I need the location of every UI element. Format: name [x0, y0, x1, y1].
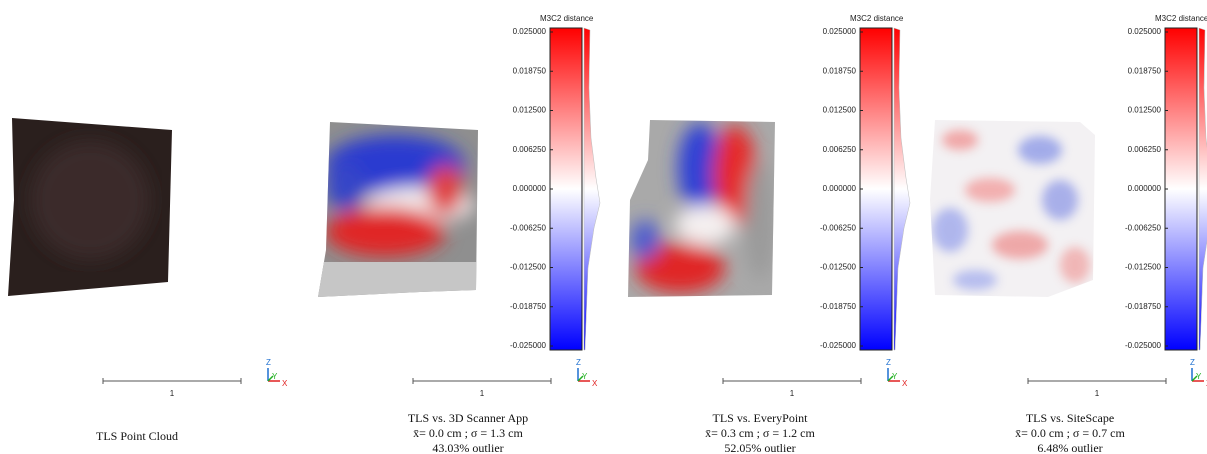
scale-bar-label: 1 [480, 389, 485, 398]
colorbar-tick-label: 0.012500 [1128, 106, 1162, 115]
gizmo-y [267, 375, 274, 382]
gizmo-y [887, 375, 894, 382]
colorbar-tick-label: -0.012500 [1125, 263, 1162, 272]
colorbar-tick-label: -0.012500 [820, 263, 857, 272]
histogram [583, 27, 601, 351]
histogram [893, 27, 911, 351]
gizmo-x-label: X [282, 379, 288, 388]
colorbar-tick-label: -0.025000 [820, 341, 857, 350]
distance-map-image [930, 120, 1095, 297]
gizmo-y-label: Y [892, 372, 898, 381]
colorbar-tick-label: 0.018750 [513, 66, 547, 75]
gizmo-y-label: Y [582, 372, 588, 381]
colorbar-tick-label: -0.018750 [1125, 302, 1162, 311]
colorbar-tick-label: 0.025000 [1128, 27, 1162, 36]
gizmo-y [577, 375, 584, 382]
colorbar-tick-label: 0.025000 [513, 27, 547, 36]
colorbar-tick-label: -0.012500 [510, 263, 547, 272]
panel-stats: x̄= 0.0 cm ; σ = 0.7 cm [1015, 426, 1125, 440]
scale-bar-label: 1 [170, 389, 175, 398]
panel-outlier: 52.05% outlier [724, 441, 795, 454]
colorbar-tick-label: 0.006250 [513, 145, 547, 154]
distance-map-image [318, 122, 478, 297]
colorbar-tick-label: -0.006250 [510, 223, 547, 232]
colorbar-tick-label: 0.012500 [823, 106, 857, 115]
gizmo-z-label: Z [1190, 358, 1195, 367]
colorbar-tick-label: 0.006250 [1128, 145, 1162, 154]
colorbar-title: M3C2 distance [1155, 14, 1207, 23]
panel-outlier: 43.03% outlier [432, 441, 503, 454]
gizmo-z-label: Z [266, 358, 271, 367]
distance-map-image [628, 120, 775, 297]
gizmo-y-label: Y [1196, 372, 1202, 381]
colorbar-tick-label: -0.006250 [1125, 223, 1162, 232]
colorbar-tick-label: 0.018750 [1128, 66, 1162, 75]
colorbar-tick-label: 0.012500 [513, 106, 547, 115]
gizmo-y-label: Y [272, 372, 278, 381]
colorbar-title: M3C2 distance [540, 14, 594, 23]
histogram [1198, 27, 1207, 351]
colorbar-tick-label: -0.025000 [510, 341, 547, 350]
colorbar-tick-label: 0.018750 [823, 66, 857, 75]
colorbar-tick-label: 0.000000 [1128, 184, 1162, 193]
panel-title: TLS Point Cloud [96, 429, 178, 443]
scale-bar-label: 1 [1095, 389, 1100, 398]
colorbar-tick-label: 0.000000 [823, 184, 857, 193]
colorbar-tick-label: 0.025000 [823, 27, 857, 36]
colorbar-tick-label: -0.025000 [1125, 341, 1162, 350]
scale-bar-label: 1 [790, 389, 795, 398]
colorbar-tick-label: 0.006250 [823, 145, 857, 154]
colorbar-tick-label: -0.018750 [510, 302, 547, 311]
colorbar [859, 27, 893, 351]
colorbar [549, 27, 583, 351]
gizmo-x-label: X [592, 379, 598, 388]
colorbar-title: M3C2 distance [850, 14, 904, 23]
colorbar-tick-label: 0.000000 [513, 184, 547, 193]
panel-title: TLS vs. 3D Scanner App [408, 411, 528, 425]
colorbar-tick-label: -0.006250 [820, 223, 857, 232]
panel-stats: x̄= 0.3 cm ; σ = 1.2 cm [705, 426, 815, 440]
gizmo-x-label: X [902, 379, 908, 388]
panel-title: TLS vs. EveryPoint [713, 411, 809, 425]
point-cloud-image [8, 118, 172, 296]
colorbar [1164, 27, 1198, 351]
gizmo-z-label: Z [886, 358, 891, 367]
gizmo-y [1191, 375, 1198, 382]
panel-title: TLS vs. SiteScape [1026, 411, 1114, 425]
gizmo-z-label: Z [576, 358, 581, 367]
panel-outlier: 6.48% outlier [1037, 441, 1102, 454]
colorbar-tick-label: -0.018750 [820, 302, 857, 311]
panel-stats: x̄= 0.0 cm ; σ = 1.3 cm [413, 426, 523, 440]
